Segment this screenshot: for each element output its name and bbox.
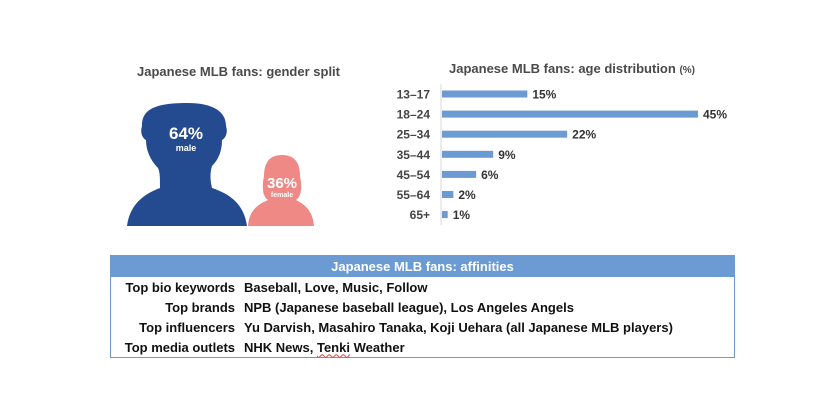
media-outlet-nhk: NHK News, — [244, 339, 317, 355]
row-key: Top brands — [165, 299, 235, 315]
age-category-label: 65+ — [410, 208, 430, 222]
age-value-label: 2% — [458, 188, 476, 202]
age-chart-title: Japanese MLB fans: age distribution (%) — [449, 61, 695, 76]
age-bar — [442, 150, 494, 158]
age-chart-title-text: Japanese MLB fans: age distribution — [449, 61, 676, 76]
age-category-label: 55–64 — [397, 188, 431, 202]
row-key: Top influencers — [139, 319, 235, 335]
row-value: Baseball, Love, Music, Follow — [244, 279, 428, 295]
age-bar — [442, 130, 568, 138]
female-percent-label: 36% — [267, 175, 297, 192]
spellcheck-word: Tenki — [316, 339, 350, 355]
table-row: Top media outlets NHK News, Tenki Weathe… — [111, 337, 735, 358]
row-value: NHK News, Tenki Weather — [244, 337, 735, 358]
female-silhouette-icon — [248, 155, 314, 226]
row-value: NPB (Japanese baseball league), Los Ange… — [244, 299, 574, 315]
age-value-label: 45% — [703, 108, 727, 122]
age-category-label: 35–44 — [397, 148, 431, 162]
row-key: Top media outlets — [124, 339, 235, 355]
age-bar — [442, 211, 448, 219]
age-value-label: 15% — [532, 88, 556, 102]
male-percent-label: 64% — [169, 124, 203, 143]
affinities-header-row: Japanese MLB fans: affinities — [110, 255, 735, 277]
male-silhouette-icon — [127, 103, 247, 226]
row-value: Yu Darvish, Masahiro Tanaka, Koji Uehara… — [244, 319, 673, 335]
table-row: Top brands NPB (Japanese baseball league… — [111, 297, 735, 317]
age-value-label: 1% — [453, 208, 471, 222]
age-category-label: 25–34 — [397, 128, 431, 142]
affinities-title: Japanese MLB fans: affinities — [110, 255, 735, 277]
age-chart-title-unit: (%) — [679, 65, 696, 76]
row-key: Top bio keywords — [125, 279, 235, 295]
table-row: Top influencers Yu Darvish, Masahiro Tan… — [111, 317, 735, 337]
age-chart: 13–17 15% 18–24 45% 25–34 22% 35–44 9% 45–54 6% 55… — [397, 84, 727, 225]
media-outlet-weather: Weather — [349, 339, 405, 355]
age-bar — [442, 110, 698, 118]
gender-chart-title: Japanese MLB fans: gender split — [137, 64, 340, 79]
age-bar — [442, 170, 477, 178]
female-category-label: female — [271, 192, 293, 199]
age-category-label: 18–24 — [397, 108, 431, 122]
age-value-label: 9% — [498, 148, 516, 162]
age-value-label: 22% — [572, 128, 596, 142]
affinities-table: Japanese MLB fans: affinities Top bio ke… — [110, 255, 735, 358]
age-category-label: 13–17 — [397, 88, 431, 102]
age-value-label: 6% — [481, 168, 499, 182]
age-category-label: 45–54 — [397, 168, 431, 182]
male-category-label: male — [176, 143, 197, 153]
age-bar — [442, 90, 528, 98]
table-row: Top bio keywords Baseball, Love, Music, … — [111, 277, 735, 297]
age-bar — [442, 191, 454, 198]
gender-chart: 64% male 36% female — [127, 103, 314, 226]
